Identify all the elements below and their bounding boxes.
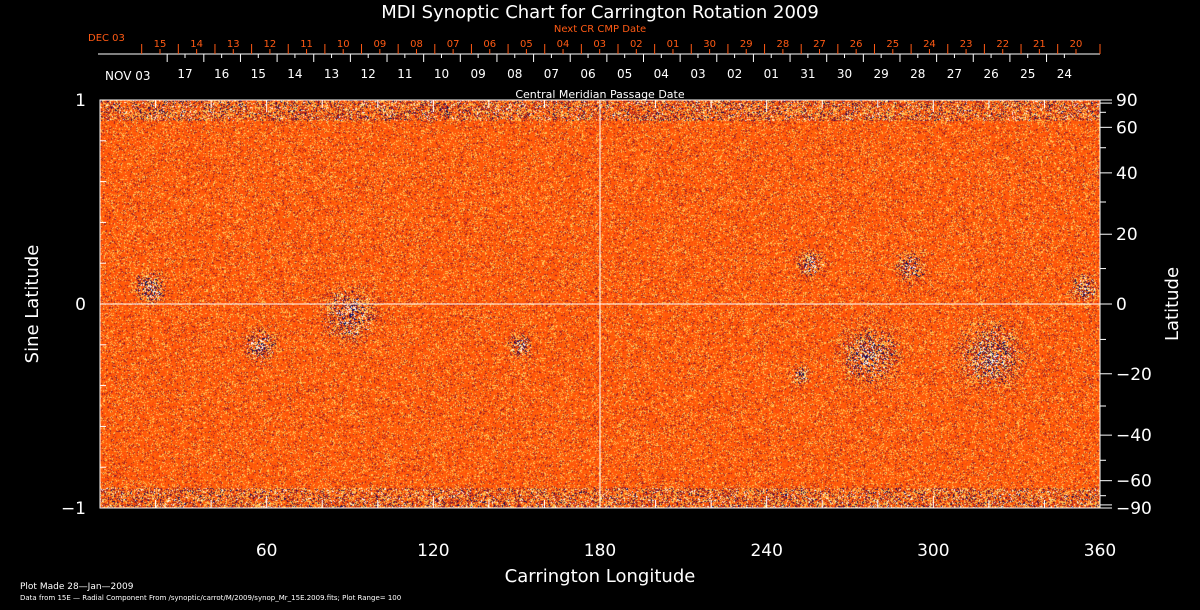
next-axis-tick-label: 15 bbox=[154, 39, 167, 50]
next-axis-tick-label: 27 bbox=[813, 39, 826, 50]
cmp-axis-start-label: NOV 03 bbox=[105, 69, 151, 83]
next-axis-tick-label: 24 bbox=[923, 39, 936, 50]
next-axis-tick-label: 04 bbox=[557, 39, 570, 50]
cmp-axis-tick-label: 10 bbox=[434, 67, 449, 81]
x-tick-label: 180 bbox=[584, 541, 616, 561]
next-axis-tick-label: 02 bbox=[630, 39, 643, 50]
cmp-axis-tick-label: 01 bbox=[764, 67, 779, 81]
next-axis-tick-label: 28 bbox=[777, 39, 790, 50]
cmp-axis-tick-label: 15 bbox=[251, 67, 266, 81]
cmp-axis-tick-label: 06 bbox=[580, 67, 595, 81]
y-right-tick-label: 20 bbox=[1116, 225, 1138, 245]
cmp-axis-title: Central Meridian Passage Date bbox=[515, 88, 684, 101]
y-left-tick-label: −1 bbox=[61, 499, 86, 519]
cmp-axis-tick-label: 09 bbox=[470, 67, 485, 81]
x-tick-label: 240 bbox=[750, 541, 782, 561]
next-axis-tick-label: 08 bbox=[410, 39, 423, 50]
chart-title: MDI Synoptic Chart for Carrington Rotati… bbox=[381, 2, 819, 23]
next-axis-tick-label: 29 bbox=[740, 39, 753, 50]
next-axis-tick-label: 20 bbox=[1070, 39, 1083, 50]
cmp-axis-tick-label: 02 bbox=[727, 67, 742, 81]
y-right-tick-label: 40 bbox=[1116, 164, 1138, 184]
cmp-axis-tick-label: 25 bbox=[1020, 67, 1035, 81]
next-axis-tick-label: 11 bbox=[300, 39, 313, 50]
cmp-axis-tick-label: 31 bbox=[800, 67, 815, 81]
x-axis-label: Carrington Longitude bbox=[505, 566, 696, 587]
x-tick-label: 120 bbox=[417, 541, 449, 561]
next-axis-tick-label: 25 bbox=[886, 39, 899, 50]
next-axis-tick-label: 07 bbox=[447, 39, 460, 50]
next-axis-tick-label: 26 bbox=[850, 39, 863, 50]
cmp-axis-tick-label: 16 bbox=[214, 67, 229, 81]
next-axis-tick-label: 21 bbox=[1033, 39, 1046, 50]
next-axis-tick-label: 13 bbox=[227, 39, 240, 50]
next-axis-tick-label: 01 bbox=[667, 39, 680, 50]
x-tick-label: 60 bbox=[256, 541, 278, 561]
plot-made-note: Plot Made 28—Jan—2009 bbox=[20, 582, 134, 592]
y-axis-right-label: Latitude bbox=[1162, 267, 1183, 341]
next-axis-tick-label: 03 bbox=[593, 39, 606, 50]
y-right-tick-label: −90 bbox=[1116, 499, 1152, 519]
next-axis-tick-label: 12 bbox=[264, 39, 277, 50]
cmp-axis-tick-label: 13 bbox=[324, 67, 339, 81]
cmp-axis-tick-label: 12 bbox=[361, 67, 376, 81]
next-axis-tick-label: 10 bbox=[337, 39, 350, 50]
next-axis-tick-label: 05 bbox=[520, 39, 533, 50]
y-right-tick-label: 90 bbox=[1116, 91, 1138, 111]
y-right-tick-label: −60 bbox=[1116, 472, 1152, 492]
x-tick-label: 300 bbox=[917, 541, 949, 561]
y-right-tick-label: 60 bbox=[1116, 118, 1138, 138]
cmp-axis-tick-label: 28 bbox=[910, 67, 925, 81]
cmp-axis-tick-label: 30 bbox=[837, 67, 852, 81]
cmp-axis-tick-label: 04 bbox=[654, 67, 669, 81]
y-right-tick-label: 0 bbox=[1116, 295, 1127, 315]
next-axis-tick-label: 14 bbox=[190, 39, 203, 50]
y-left-tick-label: 0 bbox=[75, 295, 86, 315]
x-tick-label: 360 bbox=[1084, 541, 1116, 561]
next-axis-start-label: DEC 03 bbox=[88, 33, 125, 44]
cmp-axis-tick-label: 17 bbox=[177, 67, 192, 81]
next-axis-tick-label: 23 bbox=[960, 39, 973, 50]
next-axis-title: Next CR CMP Date bbox=[554, 24, 646, 35]
cmp-axis-tick-label: 24 bbox=[1057, 67, 1072, 81]
cmp-axis-tick-label: 14 bbox=[287, 67, 302, 81]
cmp-axis-tick-label: 27 bbox=[947, 67, 962, 81]
cmp-axis-tick-label: 05 bbox=[617, 67, 632, 81]
cmp-axis-tick-label: 07 bbox=[544, 67, 559, 81]
y-right-tick-label: −40 bbox=[1116, 426, 1152, 446]
y-axis-left-label: Sine Latitude bbox=[22, 245, 43, 364]
cmp-axis-tick-label: 08 bbox=[507, 67, 522, 81]
cmp-axis-tick-label: 26 bbox=[983, 67, 998, 81]
y-right-tick-label: −20 bbox=[1116, 365, 1152, 385]
cmp-axis-tick-label: 29 bbox=[874, 67, 889, 81]
next-axis-tick-label: 06 bbox=[483, 39, 496, 50]
cmp-axis-tick-label: 11 bbox=[397, 67, 412, 81]
next-axis-tick-label: 30 bbox=[703, 39, 716, 50]
y-left-tick-label: 1 bbox=[75, 91, 86, 111]
next-axis-tick-label: 22 bbox=[996, 39, 1009, 50]
data-source-note: Data from 15E — Radial Component From /s… bbox=[20, 594, 401, 602]
next-axis-tick-label: 09 bbox=[373, 39, 386, 50]
cmp-axis-tick-label: 03 bbox=[690, 67, 705, 81]
